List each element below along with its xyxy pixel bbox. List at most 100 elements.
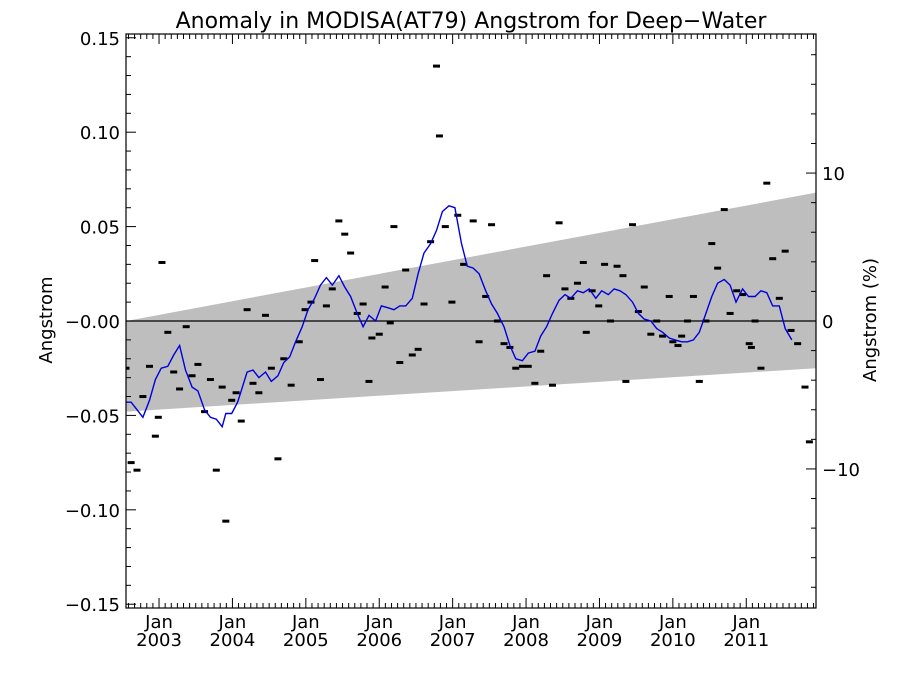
data-point	[402, 268, 410, 272]
data-point	[669, 340, 677, 344]
data-point	[441, 225, 449, 229]
data-point	[781, 249, 789, 253]
data-point	[769, 257, 777, 261]
data-point	[237, 419, 245, 423]
data-point	[613, 264, 621, 268]
data-point	[555, 221, 563, 225]
data-point	[164, 330, 172, 334]
data-point	[601, 262, 609, 266]
data-point	[188, 374, 196, 378]
x-tick-year-label: 2009	[577, 630, 623, 651]
x-tick-year-label: 2005	[283, 630, 329, 651]
data-point	[154, 415, 162, 419]
x-tick-month-label: Jan	[144, 612, 173, 633]
data-point	[212, 468, 220, 472]
data-point	[684, 319, 692, 323]
x-tick-year-label: 2011	[723, 630, 769, 651]
x-tick-year-label: 2010	[650, 630, 696, 651]
data-point	[628, 223, 636, 227]
data-point	[506, 345, 514, 349]
data-point	[280, 357, 288, 361]
running-mean-line	[126, 205, 793, 429]
data-point	[595, 304, 603, 308]
plot-clipped-group	[126, 64, 816, 523]
data-point	[359, 302, 367, 306]
data-point	[720, 208, 728, 212]
uncertainty-band	[126, 192, 816, 412]
data-point	[739, 293, 747, 297]
x-tick-month-label: Jan	[658, 612, 687, 633]
data-point	[665, 294, 673, 298]
data-point	[708, 242, 716, 246]
data-point	[170, 370, 178, 374]
data-point	[733, 289, 741, 293]
data-point	[249, 381, 257, 385]
data-point	[689, 294, 697, 298]
data-point	[537, 349, 545, 353]
data-point	[408, 353, 416, 357]
data-point	[794, 342, 802, 346]
y2-tick-label: −10	[822, 460, 860, 481]
y2-axis-label: Angstrom (%)	[860, 258, 881, 382]
data-point	[228, 398, 236, 402]
data-point	[381, 285, 389, 289]
y-tick-label: −0.10	[65, 501, 120, 522]
x-tick-year-label: 2003	[136, 630, 182, 651]
y2-tick-label: 0	[822, 312, 833, 333]
x-tick-year-label: 2006	[356, 630, 402, 651]
x-tick-month-label: Jan	[511, 612, 540, 633]
data-point	[561, 287, 569, 291]
data-point	[317, 378, 325, 382]
data-point	[518, 364, 526, 368]
chart-title: Anomaly in MODISA(AT79) Angstrom for Dee…	[176, 9, 768, 34]
data-point	[582, 330, 590, 334]
data-point	[255, 391, 263, 395]
data-point	[206, 378, 214, 382]
data-point	[414, 347, 422, 351]
data-point	[232, 391, 240, 395]
data-point	[573, 281, 581, 285]
data-point	[678, 334, 686, 338]
data-point	[488, 223, 496, 227]
y2-tick-label: 10	[822, 164, 845, 185]
data-point	[335, 219, 343, 223]
x-tick-month-label: Jan	[218, 612, 247, 633]
data-point	[365, 379, 373, 383]
data-point	[482, 294, 490, 298]
data-point	[606, 319, 614, 323]
data-point	[805, 440, 813, 444]
y-tick-label: −0.05	[65, 406, 120, 427]
data-point	[757, 366, 765, 370]
data-point	[512, 366, 520, 370]
data-point	[647, 332, 655, 336]
data-point	[619, 274, 627, 278]
data-point	[454, 213, 462, 217]
data-point	[640, 285, 648, 289]
data-point	[548, 383, 556, 387]
data-point	[311, 259, 319, 263]
data-point	[702, 319, 710, 323]
data-point	[301, 308, 309, 312]
y-tick-label: −0.00	[65, 312, 120, 333]
data-point	[745, 342, 753, 346]
plot-area: 0.15 0.10 0.05 −0.00 −0.05 −0.10 −0.15 10 0 −10 Ja…	[65, 29, 860, 651]
data-point	[500, 342, 508, 346]
x-tick-year-label: 2004	[210, 630, 256, 651]
y-tick-label: −0.15	[65, 595, 120, 616]
data-point	[126, 366, 130, 370]
data-point	[194, 362, 202, 366]
data-point	[287, 383, 295, 387]
data-point	[139, 395, 147, 399]
data-point	[261, 313, 269, 317]
data-point	[460, 262, 468, 266]
data-point	[751, 319, 759, 323]
data-point	[218, 385, 226, 389]
data-point	[396, 361, 404, 365]
data-point	[307, 300, 315, 304]
x-tick-month-label: Jan	[438, 612, 467, 633]
data-point	[493, 319, 501, 323]
data-point	[524, 364, 532, 368]
x-tick-month-label: Jan	[731, 612, 760, 633]
data-point	[695, 379, 703, 383]
